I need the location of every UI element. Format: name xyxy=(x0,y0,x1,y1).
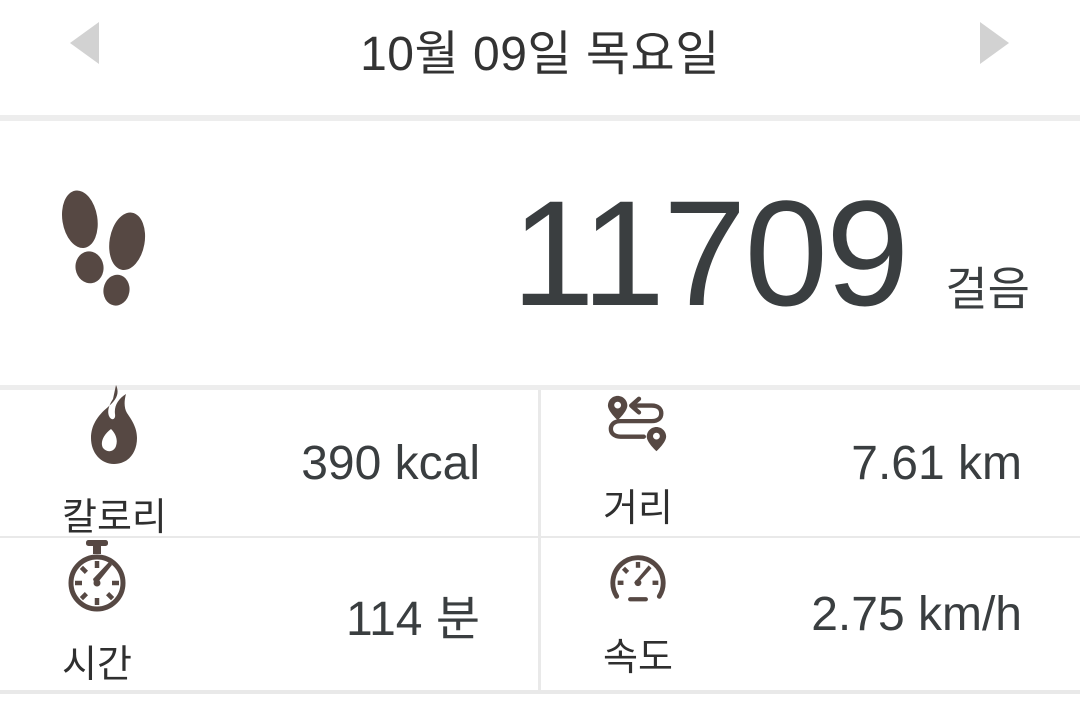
distance-label: 거리 xyxy=(603,488,673,530)
steps-count: 11709 xyxy=(511,169,909,337)
date-title: 10월 09일 목요일 xyxy=(360,28,720,81)
route-icon xyxy=(606,394,670,461)
calories-label: 칼로리 xyxy=(62,497,167,539)
speed-cell: 속도 2.75 km/h xyxy=(541,538,1080,690)
speed-value: 2.75 km/h xyxy=(811,587,1022,641)
next-day-button[interactable] xyxy=(980,22,1010,64)
arrow-right-icon xyxy=(980,22,1009,64)
header-divider xyxy=(0,115,1080,121)
calories-value: 390 kcal xyxy=(301,436,480,490)
flame-icon xyxy=(87,385,141,470)
calories-cell: 칼로리 390 kcal xyxy=(0,385,538,539)
distance-cell: 거리 7.61 km xyxy=(541,390,1080,536)
stopwatch-icon xyxy=(66,540,128,617)
time-cell: 시간 114 분 xyxy=(0,538,538,690)
bottom-divider xyxy=(0,690,1080,694)
distance-value: 7.61 km xyxy=(851,436,1022,490)
speed-label: 속도 xyxy=(603,637,673,679)
arrow-left-icon xyxy=(70,22,99,64)
steps-panel: 11709 걸음 xyxy=(0,121,1080,385)
time-value: 114 분 xyxy=(345,593,480,646)
footprints-icon xyxy=(62,189,148,318)
steps-divider xyxy=(0,385,1080,390)
prev-day-button[interactable] xyxy=(70,22,100,64)
steps-unit-label: 걸음 xyxy=(945,263,1030,315)
metrics-grid: 칼로리 390 kcal 거리 xyxy=(0,385,1080,690)
time-label: 시간 xyxy=(62,644,132,686)
speedometer-icon xyxy=(607,547,669,610)
date-header: 10월 09일 목요일 xyxy=(0,0,1080,115)
